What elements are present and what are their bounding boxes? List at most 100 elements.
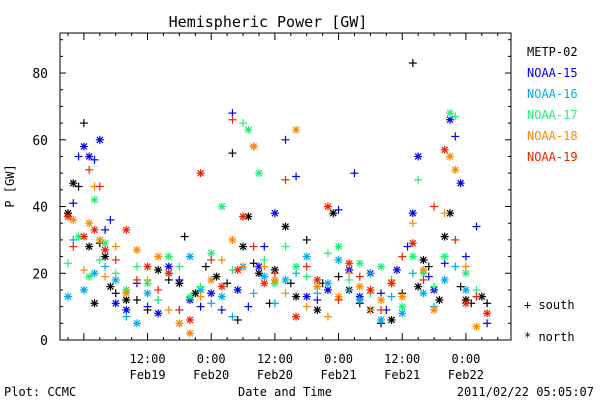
north-point: [377, 315, 386, 324]
north-point: [281, 275, 290, 284]
south-point: [228, 312, 237, 321]
legend-item: NOAA-17: [527, 108, 578, 122]
north-point: [440, 145, 449, 154]
south-point: [122, 312, 131, 321]
north-point: [217, 202, 226, 211]
north-point: [233, 285, 242, 294]
north-point: [164, 262, 173, 271]
south-point: [334, 295, 343, 304]
south-point: [143, 302, 152, 311]
north-point: [122, 305, 131, 314]
south-point: [377, 305, 386, 314]
south-point: [207, 299, 216, 308]
north-point: [175, 319, 184, 328]
south-point: [451, 235, 460, 244]
north-point: [461, 269, 470, 278]
north-point: [408, 239, 417, 248]
y-tick-label: 80: [32, 67, 48, 82]
north-point: [445, 152, 454, 161]
x-tick-label: 12:00: [129, 352, 165, 366]
south-point: [111, 269, 120, 278]
south-point: [472, 222, 481, 231]
south-point: [451, 262, 460, 271]
legend-item: NOAA-19: [527, 150, 578, 164]
north-point: [244, 125, 253, 134]
south-point: [228, 115, 237, 124]
north-point: [334, 255, 343, 264]
plot-border: [59, 32, 512, 341]
south-point: [281, 289, 290, 298]
north-point: [323, 279, 332, 288]
series-noaa-17: [63, 109, 481, 311]
south-point: [281, 242, 290, 251]
south-point: [440, 209, 449, 218]
north-point: [414, 282, 423, 291]
north-point: [419, 289, 428, 298]
south-point: [366, 305, 375, 314]
south-point: [430, 202, 439, 211]
north-point: [79, 142, 88, 151]
south-point: [154, 295, 163, 304]
x-tick-date: Feb19: [129, 368, 165, 382]
south-point: [132, 275, 141, 284]
y-axis-label: P [GW]: [3, 164, 17, 207]
y-tick-label: 20: [32, 267, 48, 282]
south-point: [345, 285, 354, 294]
north-point: [122, 289, 131, 298]
south-point: [175, 275, 184, 284]
north-point: [445, 209, 454, 218]
north-point: [408, 209, 417, 218]
south-point: [239, 119, 248, 128]
south-point: [408, 219, 417, 228]
south-point: [345, 275, 354, 284]
north-point: [345, 259, 354, 268]
north-point: [239, 242, 248, 251]
south-point: [244, 302, 253, 311]
south-point: [334, 205, 343, 214]
north-point: [85, 242, 94, 251]
north-point: [164, 269, 173, 278]
south-point: [196, 302, 205, 311]
data-points: [63, 59, 492, 338]
south-point: [281, 135, 290, 144]
north-point: [79, 285, 88, 294]
south-point: [101, 272, 110, 281]
north-point: [132, 319, 141, 328]
south-point: [85, 165, 94, 174]
north-point: [122, 225, 131, 234]
south-point: [302, 235, 311, 244]
marker-legend-item: * north: [524, 330, 575, 344]
south-point: [95, 255, 104, 264]
north-point: [377, 295, 386, 304]
south-point: [260, 242, 269, 251]
south-point: [217, 255, 226, 264]
north-point: [90, 225, 99, 234]
south-point: [451, 112, 460, 121]
south-point: [69, 199, 78, 208]
series-noaa-15: [69, 109, 492, 328]
x-tick-label: 0:00: [324, 352, 353, 366]
south-point: [79, 265, 88, 274]
south-point: [323, 312, 332, 321]
south-point: [95, 182, 104, 191]
south-point: [472, 292, 481, 301]
south-point: [74, 152, 83, 161]
south-point: [63, 259, 72, 268]
south-point: [387, 292, 396, 301]
south-point: [228, 149, 237, 158]
south-point: [111, 242, 120, 251]
north-point: [419, 255, 428, 264]
north-point: [63, 212, 72, 221]
south-point: [175, 262, 184, 271]
north-point: [79, 232, 88, 241]
north-point: [217, 292, 226, 301]
south-point: [101, 225, 110, 234]
south-point: [281, 175, 290, 184]
south-point: [90, 155, 99, 164]
north-point: [472, 322, 481, 331]
south-point: [111, 255, 120, 264]
north-point: [355, 282, 364, 291]
north-point: [292, 262, 301, 271]
north-point: [85, 219, 94, 228]
south-point: [233, 315, 242, 324]
